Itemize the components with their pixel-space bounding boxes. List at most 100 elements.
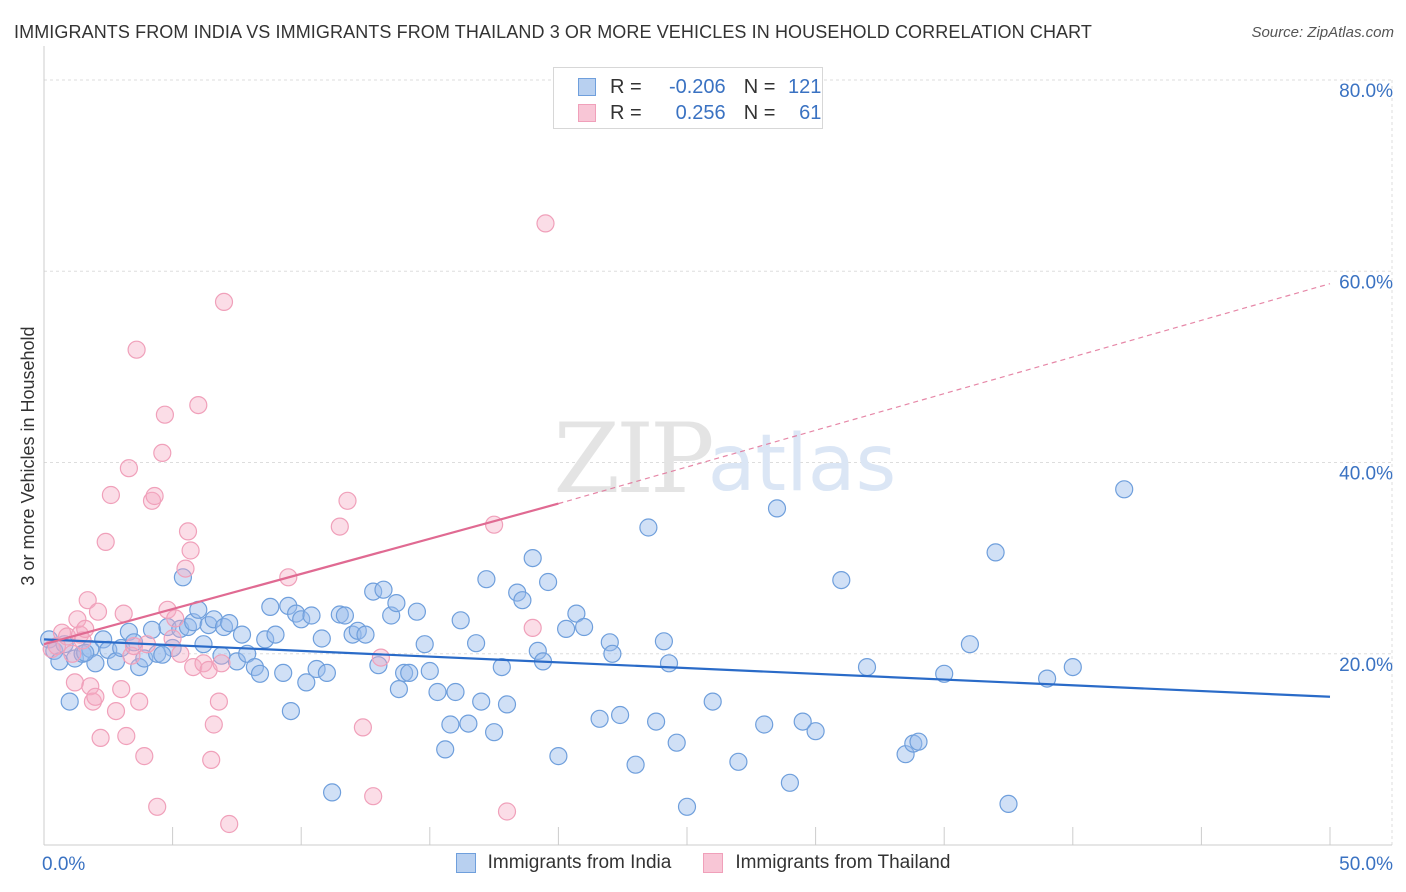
data-points: [39, 214, 1134, 834]
india-point: [567, 604, 586, 623]
india-point: [312, 629, 331, 648]
series-legend: Immigrants from India Immigrants from Th…: [0, 852, 1406, 874]
india-point: [428, 682, 447, 702]
thailand-point: [106, 701, 126, 721]
india-point: [250, 664, 270, 683]
thailand-point: [83, 692, 103, 711]
india-point: [323, 783, 342, 802]
india-legend-swatch-icon: [455, 853, 476, 873]
india-point: [317, 663, 336, 683]
y-axis-label: 3 or more Vehicles in Household: [18, 326, 38, 585]
india-point: [538, 572, 558, 592]
india-point: [451, 611, 470, 630]
india-trend-line: [43, 638, 1331, 698]
india-point: [556, 619, 576, 639]
india-point: [94, 630, 113, 649]
r-label: R =: [610, 75, 642, 98]
thailand-point: [119, 459, 138, 478]
n-label: N =: [743, 75, 776, 98]
india-point: [389, 679, 408, 699]
n-label: N =: [743, 101, 776, 124]
y-tick-label: 60.0%: [1339, 272, 1393, 293]
thailand-point: [112, 679, 131, 699]
india-point: [999, 794, 1018, 814]
thailand-point: [148, 797, 167, 816]
india-point: [549, 746, 568, 766]
india-point: [935, 664, 954, 683]
india-point: [297, 673, 316, 692]
india-point: [626, 755, 645, 774]
thailand-point: [202, 750, 221, 770]
india-point: [407, 602, 426, 621]
thailand-point: [63, 644, 82, 663]
thailand-point: [81, 677, 100, 696]
india-point: [279, 596, 298, 616]
india-point: [60, 692, 79, 711]
thailand-r-value: 0.256: [675, 101, 726, 124]
india-point: [986, 543, 1005, 562]
india-point: [677, 797, 697, 816]
axes: 20.0% 40.0% 60.0% 80.0% 0.0% 50.0%: [42, 46, 1393, 875]
thailand-point: [171, 644, 190, 663]
india-point: [415, 635, 434, 654]
thailand-point: [155, 405, 174, 424]
india-point: [467, 634, 486, 653]
x-tick-label: 0.0%: [42, 854, 85, 875]
thailand-point: [88, 602, 108, 621]
chart-title: IMMIGRANTS FROM INDIA VS IMMIGRANTS FROM…: [14, 22, 1093, 42]
india-point: [307, 659, 326, 679]
india-point: [1115, 480, 1134, 499]
india-point: [204, 610, 223, 629]
india-point: [374, 580, 393, 599]
thailand-point: [209, 692, 228, 711]
y-tick-label: 40.0%: [1339, 464, 1393, 485]
india-point: [287, 604, 306, 623]
thailand-trend-extension: [558, 283, 1331, 505]
india-point: [266, 625, 285, 644]
india-point: [654, 632, 674, 651]
thailand-point: [114, 604, 133, 623]
india-point: [1063, 657, 1082, 677]
grid: [44, 79, 1393, 845]
india-point: [603, 644, 622, 663]
india-point: [729, 752, 748, 771]
india-point: [528, 641, 547, 661]
thailand-point: [371, 648, 390, 667]
trend-lines: [43, 283, 1331, 698]
india-point: [574, 617, 594, 637]
legend-label-thailand: Immigrants from Thailand: [735, 852, 951, 873]
thailand-point: [117, 726, 136, 746]
thailand-point: [523, 618, 542, 638]
thailand-point: [178, 522, 198, 541]
thailand-point: [220, 814, 239, 834]
india-point: [274, 663, 293, 683]
india-point: [256, 630, 275, 649]
india-r-value: -0.206: [668, 75, 726, 98]
thailand-point: [189, 396, 208, 415]
india-point: [1037, 669, 1057, 688]
india-point: [335, 606, 354, 625]
thailand-point: [166, 609, 185, 628]
india-point: [610, 705, 630, 725]
thailand-point: [163, 629, 182, 648]
thailand-point: [130, 692, 149, 711]
thailand-point: [176, 559, 195, 578]
india-point: [703, 692, 722, 711]
india-point: [292, 610, 311, 629]
india-point: [857, 657, 877, 677]
thailand-point: [214, 292, 234, 311]
source-label: Source: ZipAtlas.com: [1251, 24, 1394, 41]
india-point: [472, 692, 491, 711]
india-point: [261, 597, 280, 617]
thailand-point: [536, 214, 555, 233]
india-point: [199, 615, 218, 635]
india-point: [523, 548, 542, 568]
india-point: [420, 661, 439, 681]
legend-row-thailand: R = 0.256 N = 61: [578, 101, 821, 125]
india-swatch-icon: [578, 78, 596, 96]
thailand-point: [127, 340, 146, 359]
india-point: [497, 695, 517, 714]
india-point: [232, 625, 252, 644]
legend-label-india: Immigrants from India: [487, 852, 672, 873]
